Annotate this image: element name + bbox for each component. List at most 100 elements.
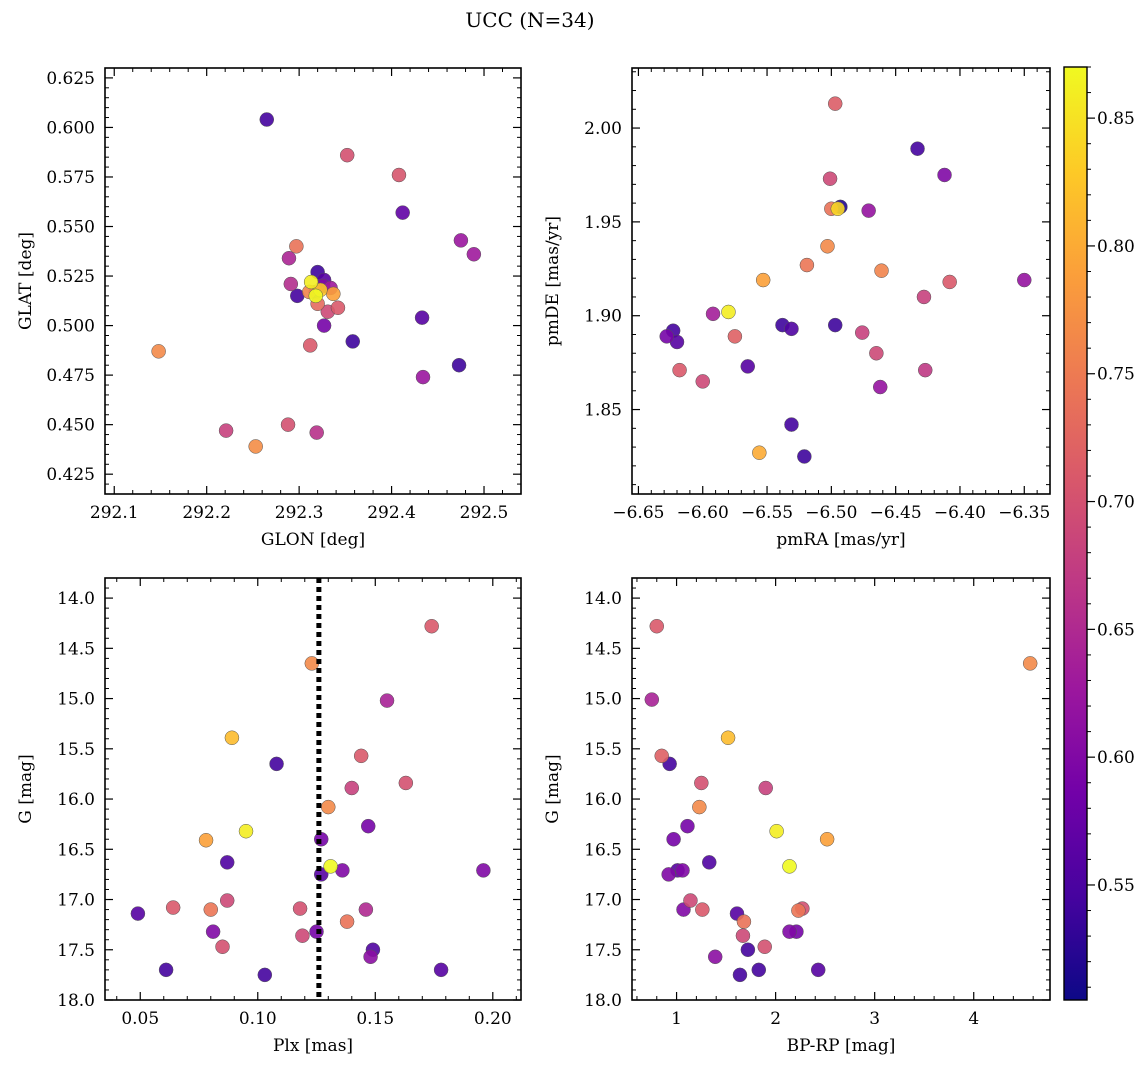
data-point	[424, 618, 439, 634]
data-point	[205, 924, 221, 939]
data-point	[130, 906, 146, 921]
y-tick-label: 0.425	[46, 465, 95, 485]
data-point	[707, 949, 723, 965]
data-point	[379, 693, 395, 708]
data-point	[1022, 656, 1038, 671]
x-tick-label: 0.20	[474, 1009, 512, 1029]
panel-plx-g: 0.05 0.10 0.15 0.20 14.0 14.5 15.0 15.5 16.0 16.5…	[16, 577, 522, 1056]
data-point	[323, 859, 338, 874]
data-point	[339, 147, 355, 163]
x-tick-label: −6.65	[612, 503, 664, 523]
data-point	[694, 775, 709, 791]
colorbar-gradient	[1063, 66, 1088, 1001]
y-tick-label: 18.0	[584, 991, 622, 1011]
colorbar-tick-label: 0.80	[1097, 237, 1135, 257]
data-point	[281, 250, 297, 266]
scatter-points	[151, 112, 482, 454]
scatter-points	[659, 96, 1032, 464]
axes-frame	[631, 67, 1051, 495]
data-point	[303, 274, 319, 290]
data-point	[259, 112, 275, 127]
data-point	[289, 239, 304, 254]
data-point	[476, 863, 491, 878]
data-point	[198, 832, 214, 848]
y-tick-label: 16.0	[584, 790, 622, 810]
data-point	[735, 928, 751, 943]
x-tick-label: 2	[770, 1009, 781, 1029]
data-point	[330, 300, 346, 315]
y-tick-label: 14.5	[584, 639, 622, 659]
x-tick-label: −6.55	[741, 503, 793, 523]
data-point	[869, 346, 884, 361]
x-tick-label: −6.60	[677, 503, 729, 523]
data-point	[782, 924, 797, 939]
data-point	[414, 310, 430, 325]
data-point	[269, 756, 284, 772]
data-point	[358, 902, 374, 917]
data-point	[451, 357, 467, 373]
data-point	[827, 317, 843, 333]
x-tick-label: 0.15	[356, 1009, 394, 1029]
data-point	[659, 329, 674, 344]
data-point	[219, 855, 235, 870]
y-tick-label: 17.0	[584, 891, 622, 911]
x-axis-label: GLON [deg]	[261, 530, 365, 550]
data-point	[309, 425, 324, 440]
data-point	[158, 962, 174, 978]
data-point	[218, 423, 234, 438]
data-point	[353, 748, 369, 764]
y-tick-label: 16.5	[57, 840, 95, 860]
x-tick-label: 292.2	[182, 503, 231, 523]
x-tick-label: 292.1	[90, 503, 139, 523]
data-point	[344, 780, 360, 796]
data-point	[433, 962, 449, 978]
y-tick-label: 14.5	[57, 639, 95, 659]
axes-frame	[631, 577, 1051, 1001]
data-point	[675, 863, 690, 878]
data-point	[1017, 272, 1032, 288]
data-point	[782, 859, 797, 874]
x-tick-label: −6.35	[998, 503, 1050, 523]
data-point	[398, 775, 414, 791]
data-point	[769, 823, 784, 839]
y-tick-label: 0.575	[46, 168, 95, 188]
data-point	[224, 730, 240, 746]
axes-frame	[104, 67, 522, 495]
x-tick-label: 4	[968, 1009, 979, 1029]
data-point	[705, 306, 721, 322]
data-point	[757, 939, 772, 954]
data-point	[872, 379, 888, 395]
data-point	[219, 893, 235, 908]
y-tick-label: 0.525	[46, 267, 95, 287]
data-point	[797, 449, 812, 464]
data-point	[755, 272, 771, 288]
data-point	[672, 362, 687, 378]
panel-glon-glat: 292.1 292.2 292.3 292.4 292.5 0.425 0.450 0.475…	[16, 67, 522, 550]
data-point	[752, 445, 767, 460]
data-point	[680, 818, 695, 834]
data-point	[751, 962, 767, 978]
y-tick-label: 14.0	[57, 589, 95, 609]
data-point	[720, 730, 736, 746]
data-point	[644, 692, 660, 707]
x-tick-label: 292.3	[275, 503, 324, 523]
y-tick-label: 14.0	[584, 589, 622, 609]
y-tick-label: 16.5	[584, 840, 622, 860]
x-tick-label: 292.5	[460, 503, 509, 523]
panel-bprp-g: 1 2 3 4 14.0 14.5 15.0 15.5 16.0 16.5 17.0 17.5 18.0…	[543, 577, 1051, 1056]
colorbar-tick-label: 0.55	[1097, 876, 1135, 896]
data-point	[799, 257, 815, 273]
y-tick-label: 0.600	[46, 118, 95, 138]
data-point	[740, 942, 756, 958]
data-point	[822, 171, 838, 186]
colorbar-tick-label: 0.70	[1097, 493, 1135, 513]
y-tick-label: 15.5	[584, 740, 622, 760]
data-point	[654, 748, 669, 764]
data-point	[360, 818, 376, 834]
data-point	[453, 233, 469, 248]
data-point	[151, 344, 166, 359]
x-tick-label: 292.4	[367, 503, 416, 523]
data-point	[827, 96, 843, 111]
y-tick-label: 0.550	[46, 218, 95, 238]
y-tick-label: 15.0	[57, 690, 95, 710]
